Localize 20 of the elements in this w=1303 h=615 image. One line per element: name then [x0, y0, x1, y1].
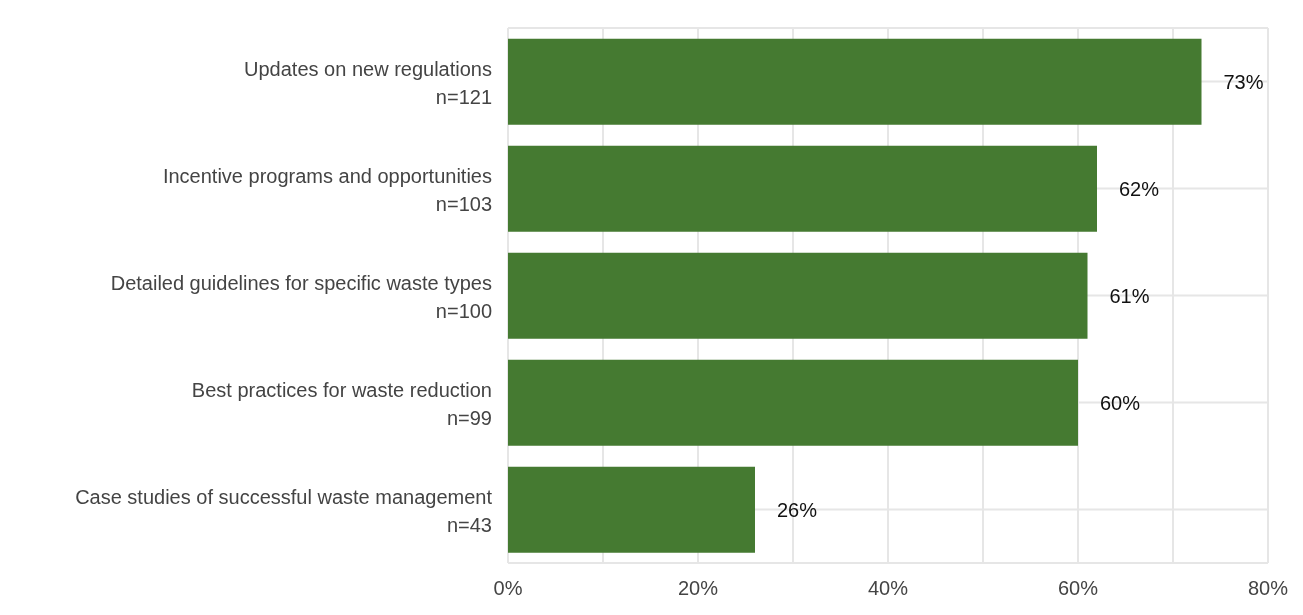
y-tick-label: Updates on new regulations n=121 [244, 57, 492, 108]
x-tick-label: 40% [867, 577, 909, 600]
x-tick-label: 20% [677, 577, 719, 600]
x-tick-label: 80% [1247, 577, 1289, 600]
bar [508, 466, 755, 553]
x-tick-label: 60% [1057, 577, 1099, 600]
x-tick-label: 0% [493, 577, 523, 600]
data-label: 73% [1223, 70, 1264, 93]
bar [508, 38, 1202, 125]
bar [508, 252, 1088, 339]
data-label: 61% [1109, 284, 1150, 307]
bar [508, 145, 1097, 232]
y-tick-label: Best practices for waste reduction n=99 [191, 378, 492, 429]
data-label: 62% [1119, 177, 1160, 200]
data-label: 60% [1100, 391, 1141, 414]
y-tick-label: Incentive programs and opportunities n=103 [162, 164, 492, 215]
y-tick-label: Detailed guidelines for specific waste types n=100 [110, 271, 492, 322]
y-tick-label: Case studies of successful waste management n=43 [75, 485, 493, 536]
data-label: 26% [777, 498, 818, 521]
bar [508, 359, 1078, 446]
